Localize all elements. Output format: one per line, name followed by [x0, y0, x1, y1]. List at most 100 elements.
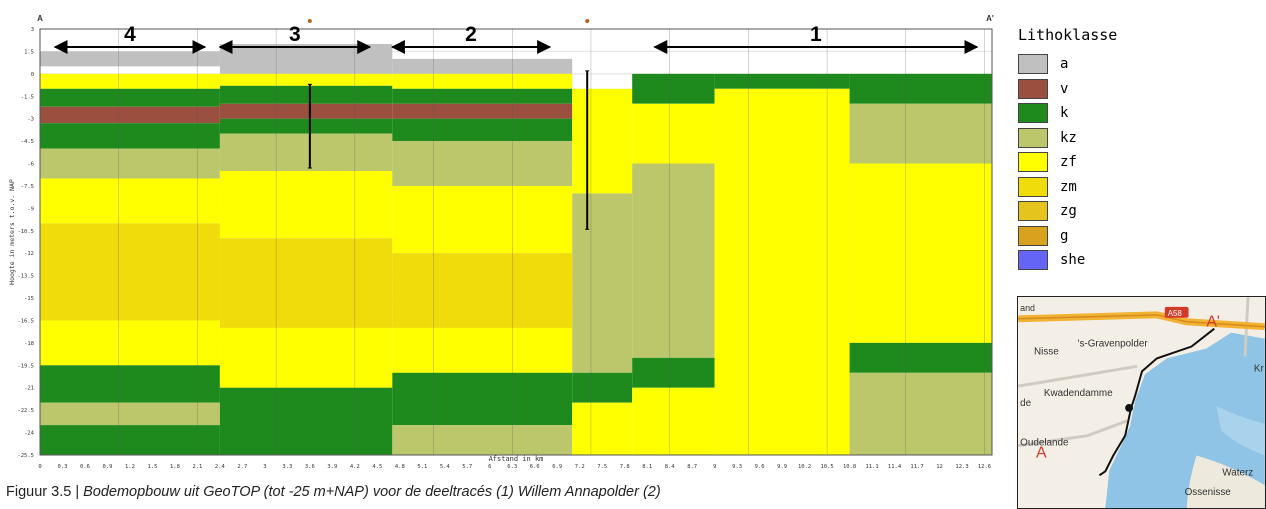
map-label: Kwadendamme	[1044, 388, 1113, 399]
map-label: Kr	[1254, 363, 1265, 374]
x-tick-label: 6	[488, 464, 491, 470]
figure-caption: Figuur 3.5 | Bodemopbouw uit GeoTOP (tot…	[6, 484, 661, 500]
legend-label: zf	[1060, 154, 1077, 171]
segment-label: 2	[465, 23, 477, 46]
y-tick-label: -6	[27, 162, 34, 168]
legend-item-v: v	[1018, 77, 1085, 102]
segment-label: 3	[289, 23, 301, 46]
lithology-cell-kz	[392, 141, 573, 186]
y-tick-label: -3	[27, 117, 34, 123]
map-water	[1105, 332, 1265, 508]
lithology-cell-kz	[40, 402, 220, 426]
x-tick-label: 10.8	[843, 464, 856, 470]
lithology-cell-zm	[392, 253, 573, 328]
lithology-cell-kz	[849, 103, 992, 164]
lithology-cell-k	[714, 73, 850, 89]
legend-item-zm: zm	[1018, 175, 1085, 200]
x-tick-label: 5.4	[440, 464, 451, 470]
y-tick-label: -25.5	[17, 453, 34, 459]
lithology-cell-zm	[40, 223, 220, 321]
lithology-cell-v	[40, 106, 220, 124]
legend-label: a	[1060, 56, 1069, 73]
y-tick-label: -18	[24, 341, 34, 347]
y-tick-labels: 3 1.5 0 -1.5 -3 -4.5 -6 -7.5 -9 -10.5 -12 -13.5 -15 -…	[17, 27, 34, 459]
lithology-cell-zf	[40, 73, 220, 89]
map-label: Nisse	[1034, 346, 1059, 357]
lithology-cell-kz	[392, 425, 573, 455]
lithology-cell-k	[392, 118, 573, 142]
segment-label: 4	[124, 23, 136, 46]
lithology-cell-k	[40, 123, 220, 149]
x-tick-label: 0	[38, 464, 41, 470]
segment-label: 1	[810, 23, 822, 46]
lithology-cell-zf	[219, 73, 393, 86]
x-tick-label: 7.8	[620, 464, 630, 470]
vertical-markers	[307, 19, 590, 230]
lithology-cell-zf	[219, 171, 393, 239]
lithology-cell-kz	[572, 193, 633, 373]
legend-swatch	[1018, 176, 1048, 197]
map-label: Oudelande	[1020, 438, 1069, 449]
map-label: Waterz	[1222, 467, 1253, 478]
x-tick-label: 2.1	[192, 464, 202, 470]
legend-label: g	[1060, 227, 1069, 244]
y-tick-label: -16.5	[17, 318, 34, 324]
x-axis-label: Afstand in km	[489, 455, 544, 463]
y-tick-label: -7.5	[21, 184, 34, 190]
x-tick-label: 7.5	[597, 464, 607, 470]
lithology-cell-zf	[392, 185, 573, 254]
y-tick-label: -21	[24, 386, 34, 392]
x-tick-label: 0.6	[80, 464, 90, 470]
y-tick-label: 0	[31, 72, 34, 78]
map-label: A	[1036, 444, 1047, 461]
lithology-cell-zm	[219, 238, 393, 328]
map-label: de	[1020, 398, 1032, 409]
caption-lead: Figuur 3.5 |	[6, 484, 84, 500]
y-tick-label: -12	[24, 251, 34, 257]
y-axis-label: Hoogte in meters t.o.v. NAP	[8, 179, 16, 285]
x-tick-label: 7.2	[575, 464, 585, 470]
map-label: Ossenisse	[1185, 487, 1232, 498]
map-shoal	[1216, 405, 1265, 456]
lithology-cell-k	[632, 73, 715, 104]
lithology-cell-k	[849, 342, 992, 373]
route-marker	[1125, 403, 1134, 412]
x-tick-label: 1.8	[170, 464, 180, 470]
x-tick-label: 3.3	[282, 464, 292, 470]
x-tick-label: 2.7	[237, 464, 247, 470]
lithology-cell-zf	[392, 73, 573, 89]
x-tick-label: 8.7	[687, 464, 697, 470]
y-tick-label: 1.5	[24, 49, 34, 55]
y-tick-label: -4.5	[21, 139, 34, 145]
x-tick-label: 3.6	[305, 464, 315, 470]
lithology-cell-k	[219, 85, 393, 104]
y-tick-label: -19.5	[17, 363, 34, 369]
lithology-cell-zf	[632, 387, 715, 455]
legend-label: zm	[1060, 178, 1077, 195]
legend-swatch	[1018, 250, 1048, 271]
legend-swatch	[1018, 152, 1048, 173]
legend-item-k: k	[1018, 101, 1085, 126]
lithology-cell-v	[392, 103, 573, 119]
x-tick-label: 6.6	[530, 464, 540, 470]
lithology-cross-section-chart: 3 1.5 0 -1.5 -3 -4.5 -6 -7.5 -9 -10.5 -12 -13.5 -15 -…	[8, 14, 994, 470]
y-tick-label: -10.5	[17, 229, 34, 235]
lithology-cell-k	[219, 118, 393, 134]
legend-item-kz: kz	[1018, 126, 1085, 151]
borehole-dot	[307, 19, 312, 23]
x-tick-label: 12.3	[955, 464, 968, 470]
legend-label: v	[1060, 80, 1069, 97]
lithology-cell-zf	[219, 327, 393, 388]
x-tick-label: 10.2	[798, 464, 811, 470]
x-tick-label: 9.3	[732, 464, 742, 470]
legend-title: Lithoklasse	[1018, 26, 1118, 44]
map-land-south	[1186, 455, 1265, 508]
map-label: 's-Gravenpolder	[1078, 339, 1149, 350]
x-tick-label: 4.8	[395, 464, 405, 470]
map-label: A58	[1168, 309, 1183, 318]
caption-text: Bodemopbouw uit GeoTOP (tot -25 m+NAP) v…	[83, 484, 661, 500]
lithology-cell-kz	[849, 372, 992, 455]
legend-swatch	[1018, 225, 1048, 246]
legend-swatch	[1018, 78, 1048, 99]
lithology-cell-a	[219, 43, 393, 74]
